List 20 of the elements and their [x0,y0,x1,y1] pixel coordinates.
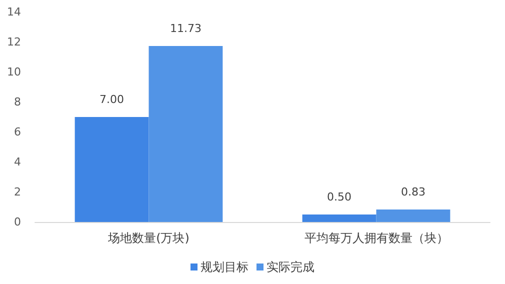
bar [148,46,223,222]
bar [376,210,450,222]
y-tick-label: 14 [7,6,21,18]
y-tick-label: 12 [7,36,21,48]
y-tick-label: 10 [7,66,21,78]
y-tick-label: 2 [14,186,21,198]
data-label: 11.73 [170,22,202,36]
legend-label: 规划目标 [200,260,248,274]
data-label: 7.00 [100,93,124,106]
x-tick-label: 平均每万人拥有数量（块） [304,231,448,245]
y-tick-label: 8 [14,96,21,108]
y-tick-label: 6 [14,126,21,138]
data-label: 0.50 [327,190,352,204]
bar [74,117,149,222]
y-tick-label: 0 [14,216,21,228]
data-label: 0.83 [400,186,426,199]
y-tick-label: 4 [14,156,21,168]
x-tick-label: 场地数量(万块) [107,231,190,245]
legend-label: 实际完成 [266,260,314,274]
bar [302,214,376,222]
